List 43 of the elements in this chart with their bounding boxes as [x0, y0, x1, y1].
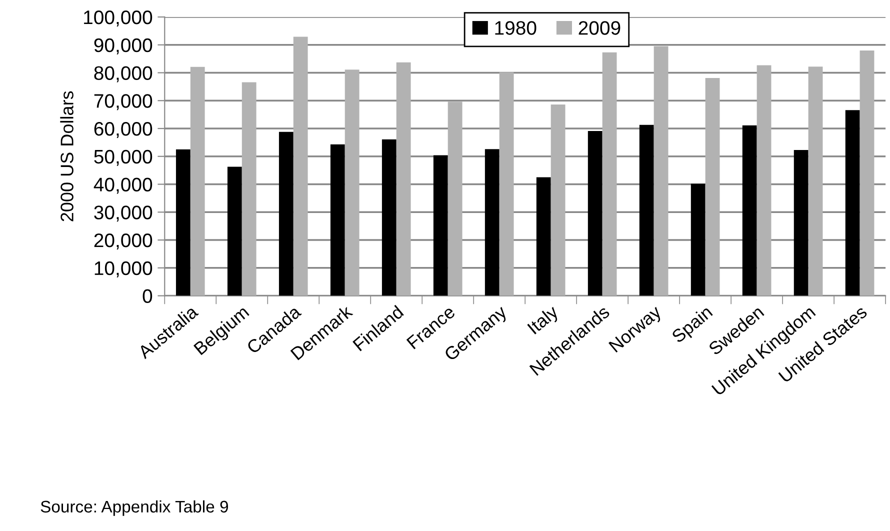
y-axis-title: 2000 US Dollars [60, 91, 74, 222]
bar [293, 36, 308, 296]
bar [845, 110, 860, 296]
y-tick-label: 70,000 [94, 94, 152, 110]
bar [190, 66, 205, 296]
bar [484, 149, 500, 296]
bar [382, 139, 396, 296]
y-tick-label: 60,000 [94, 122, 152, 138]
bar [808, 66, 823, 296]
bar [330, 144, 345, 296]
y-tick-label: 40,000 [94, 178, 152, 194]
source-note: Source: Appendix Table 9 [40, 500, 228, 516]
y-tick-label: 50,000 [94, 150, 152, 166]
bar [550, 104, 566, 296]
bar [344, 70, 360, 296]
bar [278, 132, 294, 296]
bar [794, 150, 808, 296]
bar [860, 50, 874, 296]
bar [433, 155, 448, 296]
bar [639, 124, 654, 296]
bar [756, 65, 772, 296]
y-tick-label: 20,000 [94, 233, 152, 250]
bar [176, 149, 190, 296]
bar [742, 125, 757, 296]
bar [654, 46, 668, 296]
y-tick-label: 0 [142, 289, 152, 304]
y-tick-label: 90,000 [94, 38, 152, 54]
legend-label: 2009 [578, 21, 620, 35]
legend-label: 1980 [495, 21, 536, 35]
bar [242, 82, 256, 296]
y-tick-label: 80,000 [94, 66, 152, 82]
y-tick-label: 10,000 [94, 261, 152, 278]
bar [588, 131, 602, 296]
bar [690, 184, 706, 296]
bar [499, 72, 514, 296]
bar [536, 177, 551, 296]
bar [448, 102, 462, 296]
bar [227, 166, 242, 296]
y-tick-label: 30,000 [94, 206, 152, 222]
bar [705, 78, 720, 296]
bar [396, 62, 411, 296]
bar [602, 52, 617, 296]
y-tick-label: 100,000 [84, 10, 152, 27]
